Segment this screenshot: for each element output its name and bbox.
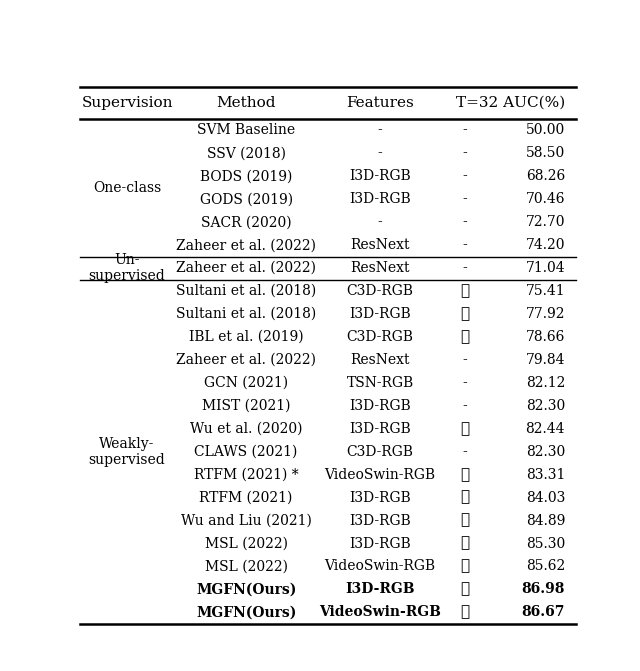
Text: Un-
supervised: Un- supervised [89,253,166,283]
Text: MGFN(Ours): MGFN(Ours) [196,605,296,619]
Text: One-class: One-class [93,181,161,195]
Text: Wu and Liu (2021): Wu and Liu (2021) [180,513,312,527]
Text: I3D-RGB: I3D-RGB [349,399,411,413]
Text: 86.98: 86.98 [522,582,565,597]
Text: ✓: ✓ [460,560,469,574]
Text: GCN (2021): GCN (2021) [204,376,288,390]
Text: -: - [462,238,467,252]
Text: MIST (2021): MIST (2021) [202,399,291,413]
Text: -: - [462,215,467,229]
Text: Sultani et al. (2018): Sultani et al. (2018) [176,307,316,321]
Text: ✓: ✓ [460,537,469,550]
Text: 84.03: 84.03 [525,491,565,505]
Text: C3D-RGB: C3D-RGB [347,445,413,459]
Text: 82.12: 82.12 [525,376,565,390]
Text: ✓: ✓ [460,422,469,435]
Text: ✓: ✓ [460,307,469,321]
Text: -: - [462,193,467,206]
Text: GODS (2019): GODS (2019) [200,193,292,206]
Text: 83.31: 83.31 [525,468,565,482]
Text: C3D-RGB: C3D-RGB [347,284,413,298]
Text: -: - [378,123,383,138]
Text: Sultani et al. (2018): Sultani et al. (2018) [176,284,316,298]
Text: ✓: ✓ [460,284,469,298]
Text: CLAWS (2021): CLAWS (2021) [195,445,298,459]
Text: ✓: ✓ [460,491,469,505]
Text: VideoSwin-RGB: VideoSwin-RGB [324,560,436,574]
Text: I3D-RGB: I3D-RGB [349,422,411,435]
Text: SACR (2020): SACR (2020) [201,215,291,229]
Text: Zaheer et al. (2022): Zaheer et al. (2022) [176,261,316,275]
Text: IBL et al. (2019): IBL et al. (2019) [189,330,303,344]
Text: RTFM (2021): RTFM (2021) [200,491,293,505]
Text: I3D-RGB: I3D-RGB [346,582,415,597]
Text: 84.89: 84.89 [525,513,565,527]
Text: 70.46: 70.46 [525,193,565,206]
Text: T=32 AUC(%): T=32 AUC(%) [456,96,565,110]
Text: MGFN(Ours): MGFN(Ours) [196,582,296,597]
Text: Zaheer et al. (2022): Zaheer et al. (2022) [176,353,316,367]
Text: Zaheer et al. (2022): Zaheer et al. (2022) [176,238,316,252]
Text: -: - [378,215,383,229]
Text: -: - [462,353,467,367]
Text: I3D-RGB: I3D-RGB [349,193,411,206]
Text: C3D-RGB: C3D-RGB [347,330,413,344]
Text: VideoSwin-RGB: VideoSwin-RGB [324,468,436,482]
Text: Features: Features [346,96,414,110]
Text: ResNext: ResNext [350,238,410,252]
Text: 71.04: 71.04 [525,261,565,275]
Text: 85.62: 85.62 [526,560,565,574]
Text: ✓: ✓ [460,605,469,619]
Text: ResNext: ResNext [350,353,410,367]
Text: SVM Baseline: SVM Baseline [197,123,295,138]
Text: BODS (2019): BODS (2019) [200,169,292,183]
Text: -: - [462,399,467,413]
Text: Wu et al. (2020): Wu et al. (2020) [190,422,303,435]
Text: ✓: ✓ [460,513,469,527]
Text: -: - [462,169,467,183]
Text: SSV (2018): SSV (2018) [207,146,285,160]
Text: 82.44: 82.44 [525,422,565,435]
Text: 79.84: 79.84 [525,353,565,367]
Text: I3D-RGB: I3D-RGB [349,307,411,321]
Text: -: - [462,261,467,275]
Text: 72.70: 72.70 [525,215,565,229]
Text: 77.92: 77.92 [525,307,565,321]
Text: 86.67: 86.67 [522,605,565,619]
Text: ResNext: ResNext [350,261,410,275]
Text: 74.20: 74.20 [525,238,565,252]
Text: RTFM (2021) *: RTFM (2021) * [194,468,298,482]
Text: -: - [462,376,467,390]
Text: -: - [462,123,467,138]
Text: 75.41: 75.41 [525,284,565,298]
Text: 68.26: 68.26 [526,169,565,183]
Text: 58.50: 58.50 [526,146,565,160]
Text: 82.30: 82.30 [526,445,565,459]
Text: ✓: ✓ [460,582,469,597]
Text: -: - [462,146,467,160]
Text: TSN-RGB: TSN-RGB [346,376,413,390]
Text: 78.66: 78.66 [525,330,565,344]
Text: Weakly-
supervised: Weakly- supervised [89,437,166,467]
Text: I3D-RGB: I3D-RGB [349,491,411,505]
Text: Supervision: Supervision [81,96,173,110]
Text: -: - [378,146,383,160]
Text: ✓: ✓ [460,468,469,482]
Text: 50.00: 50.00 [526,123,565,138]
Text: I3D-RGB: I3D-RGB [349,513,411,527]
Text: MSL (2022): MSL (2022) [205,560,287,574]
Text: 85.30: 85.30 [526,537,565,550]
Text: ✓: ✓ [460,330,469,344]
Text: I3D-RGB: I3D-RGB [349,537,411,550]
Text: MSL (2022): MSL (2022) [205,537,287,550]
Text: I3D-RGB: I3D-RGB [349,169,411,183]
Text: -: - [462,445,467,459]
Text: VideoSwin-RGB: VideoSwin-RGB [319,605,441,619]
Text: Method: Method [216,96,276,110]
Text: 82.30: 82.30 [526,399,565,413]
